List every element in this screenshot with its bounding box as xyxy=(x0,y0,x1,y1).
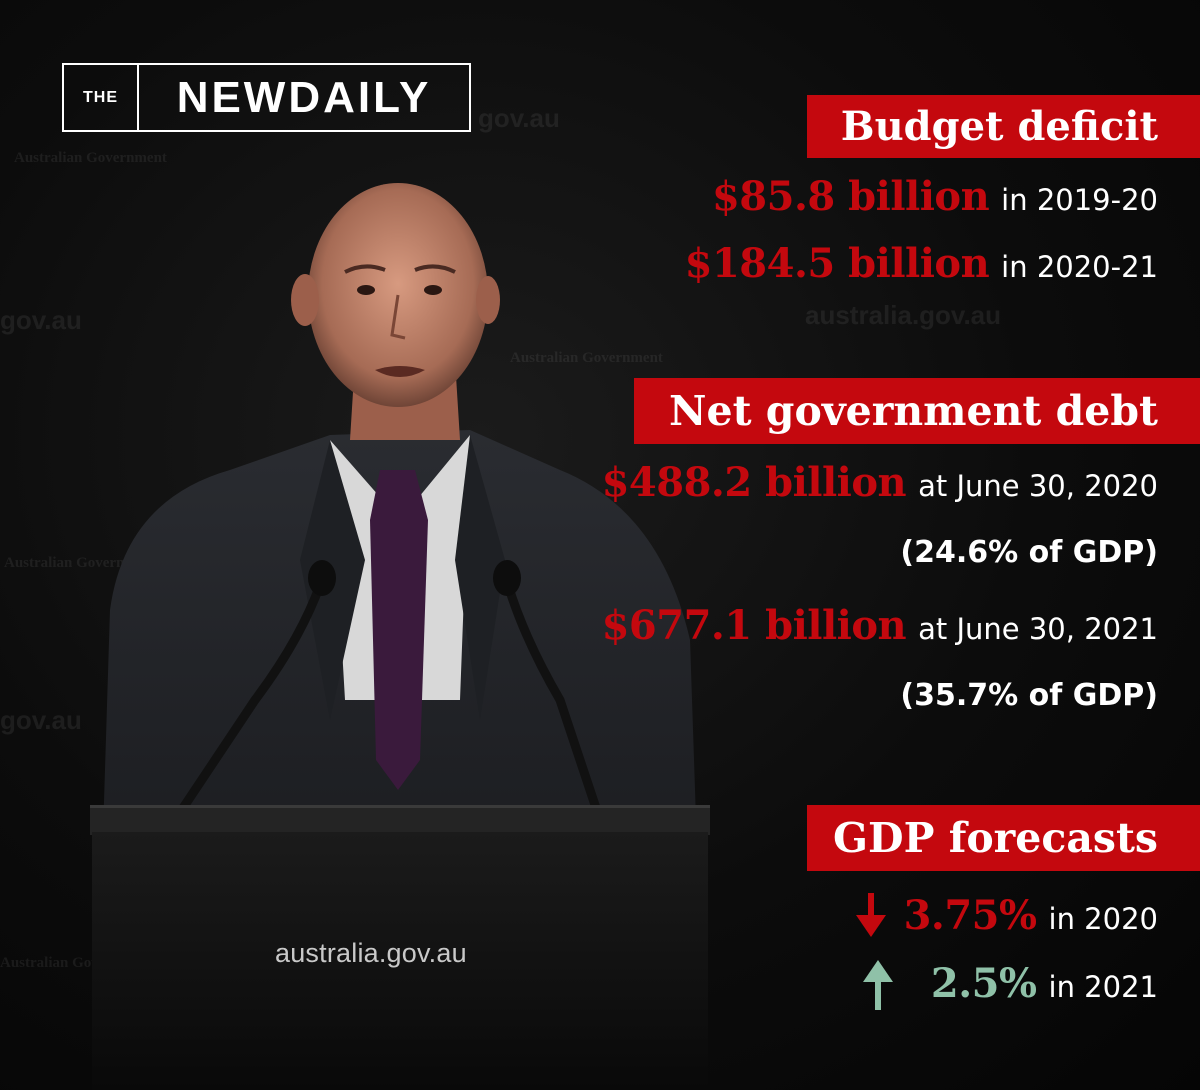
debt-row: $677.1 billion at June 30, 2021 xyxy=(602,602,1158,649)
logo-the-text: THE xyxy=(64,65,139,130)
arrow-up-icon xyxy=(862,960,893,1010)
watermark-text: Australian Government xyxy=(14,150,167,166)
gdp-row: 3.75% in 2020 xyxy=(854,892,1158,939)
debt-gdp-share: (24.6% of GDP) xyxy=(900,535,1158,570)
budget-deficit-heading: Budget deficit xyxy=(807,95,1200,158)
gdp-value: 3.75% xyxy=(903,892,1037,939)
debt-gdp-percent: (35.7% of GDP) xyxy=(900,678,1158,713)
debt-date: at June 30, 2020 xyxy=(918,469,1158,503)
gdp-row: 2.5% in 2021 xyxy=(861,960,1158,1012)
budget-row: $184.5 billion in 2020-21 xyxy=(685,240,1158,287)
budget-row: $85.8 billion in 2019-20 xyxy=(712,173,1158,220)
debt-amount: $488.2 billion xyxy=(601,459,907,506)
arrow-down-icon xyxy=(855,892,886,937)
debt-gdp-percent: (24.6% of GDP) xyxy=(900,535,1158,570)
debt-row: $488.2 billion at June 30, 2020 xyxy=(602,459,1158,506)
watermark-text: australia.gov.au xyxy=(805,300,1002,330)
watermark-text: gov.au xyxy=(0,705,82,735)
debt-date: at June 30, 2021 xyxy=(918,612,1158,646)
budget-period: in 2020-21 xyxy=(1001,250,1158,284)
net-debt-heading: Net government debt xyxy=(634,378,1200,444)
watermark-text: gov.au xyxy=(0,305,82,335)
debt-amount: $677.1 billion xyxy=(601,602,907,649)
watermark-text: Australian Government xyxy=(510,350,663,366)
gdp-year: in 2021 xyxy=(1048,970,1158,1004)
gdp-value: 2.5% xyxy=(930,960,1037,1007)
watermark-text: Australian Government xyxy=(4,555,157,571)
logo-name-text: NEWDAILY xyxy=(176,72,432,122)
debt-gdp-share: (35.7% of GDP) xyxy=(900,678,1158,713)
budget-amount: $85.8 billion xyxy=(711,173,990,220)
gdp-forecasts-heading: GDP forecasts xyxy=(807,805,1200,871)
budget-amount: $184.5 billion xyxy=(684,240,990,287)
gdp-year: in 2020 xyxy=(1048,902,1158,936)
newdaily-logo: THE NEWDAILY xyxy=(62,63,471,132)
podium-label: australia.gov.au xyxy=(275,938,467,968)
budget-period: in 2019-20 xyxy=(1001,183,1158,217)
watermark-text: gov.au xyxy=(478,103,560,133)
